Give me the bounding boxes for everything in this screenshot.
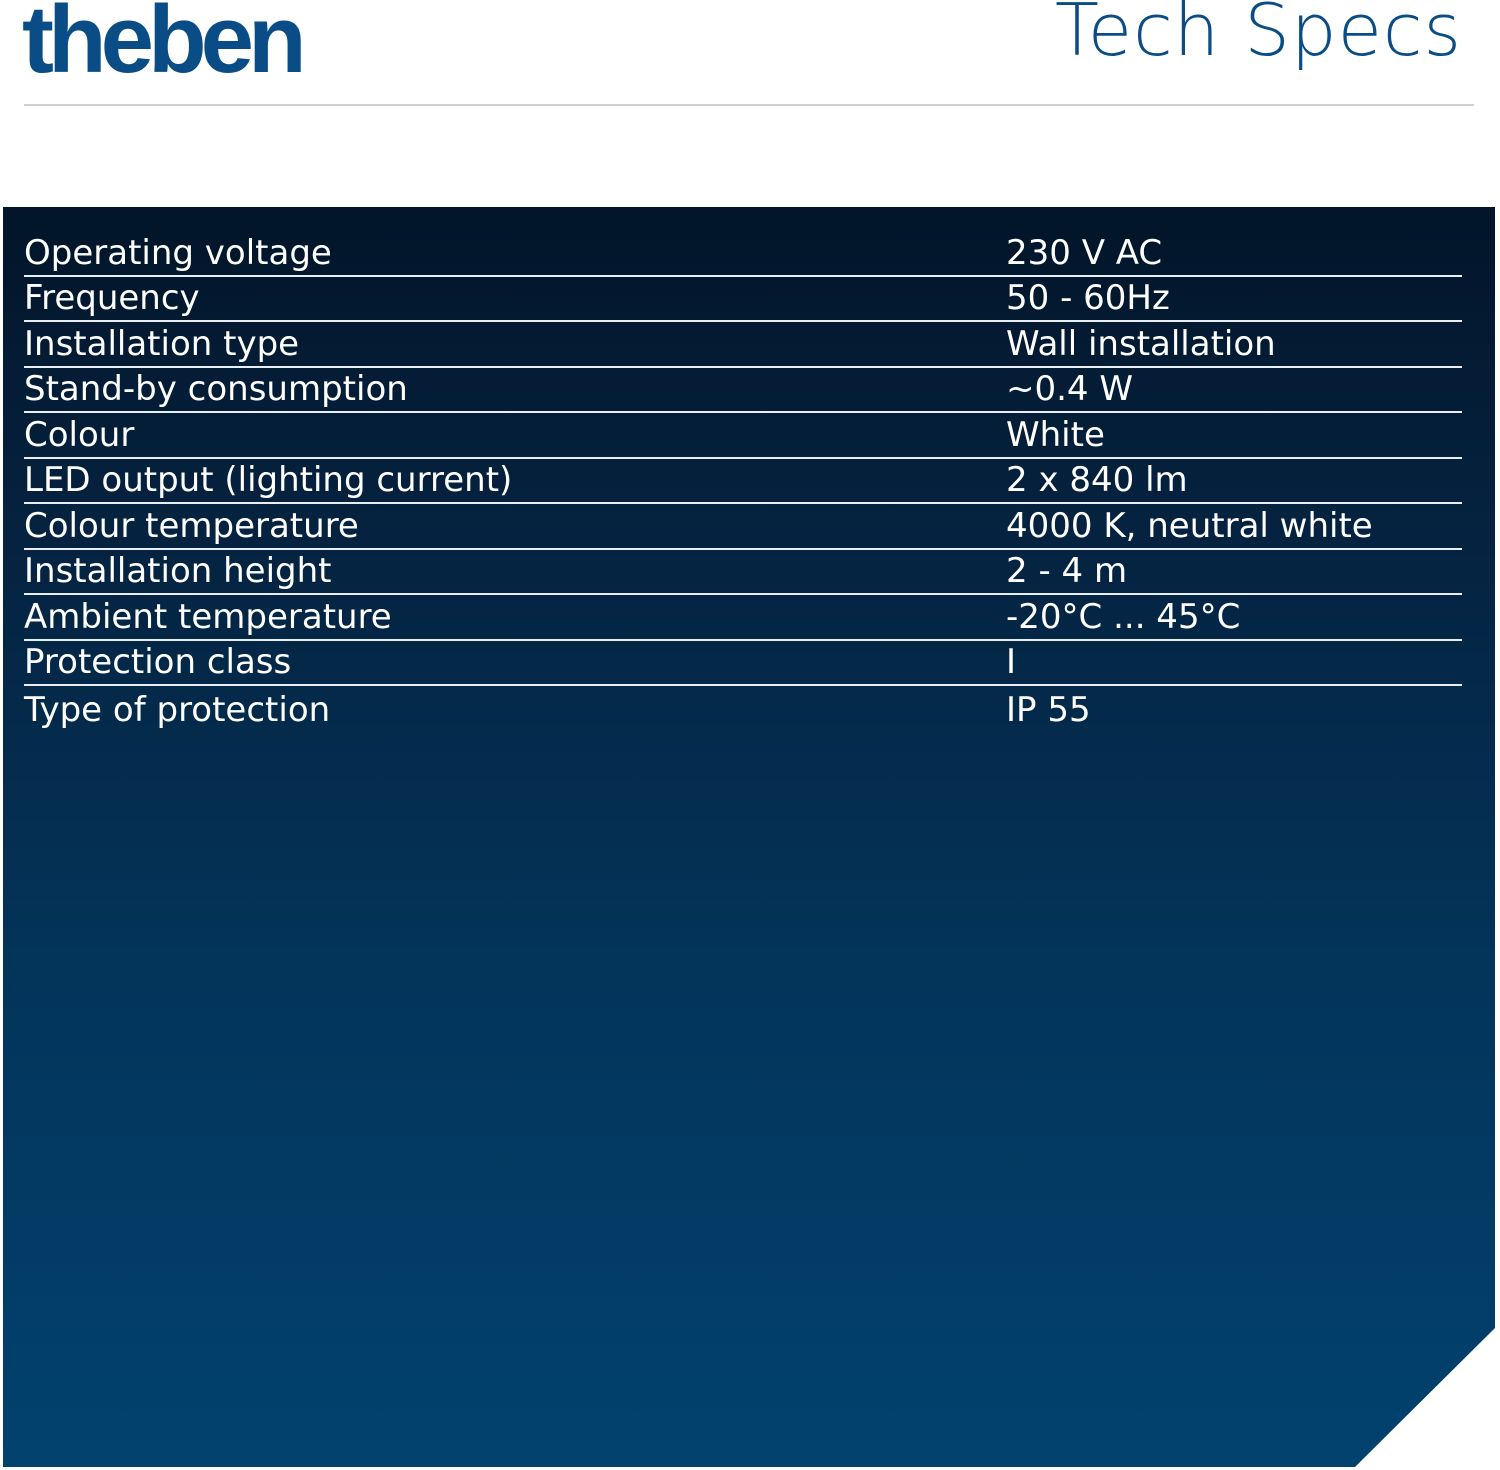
spec-row: Type of protection IP 55 <box>24 686 1462 732</box>
spec-value: I <box>1006 642 1017 682</box>
spec-value: ~0.4 W <box>1006 369 1133 409</box>
specs-table: Operating voltage 230 V AC Frequency 50 - 6… <box>24 231 1462 732</box>
spec-label: Colour <box>24 414 135 455</box>
spec-label: Installation height <box>24 551 332 591</box>
spec-row: Installation height 2 - 4 m <box>24 550 1462 595</box>
theben-logo: theben <box>22 0 307 93</box>
spec-label: Operating voltage <box>24 232 332 273</box>
spec-label: Stand-by consumption <box>24 369 408 409</box>
spec-row: Operating voltage 230 V AC <box>24 231 1462 277</box>
spec-row: Colour temperature 4000 K, neutral white <box>24 504 1462 550</box>
spec-value: 2 x 840 lm <box>1006 460 1188 500</box>
specs-panel: Operating voltage 230 V AC Frequency 50 - 6… <box>3 207 1495 1467</box>
spec-value: 230 V AC <box>1006 232 1163 273</box>
spec-row: Frequency 50 - 60Hz <box>24 277 1462 322</box>
spec-row: Colour White <box>24 413 1462 459</box>
spec-row: Ambient temperature -20°C ... 45°C <box>24 595 1462 641</box>
spec-label: Frequency <box>24 278 200 318</box>
spec-value: 2 - 4 m <box>1006 551 1128 591</box>
spec-label: Ambient temperature <box>24 596 392 637</box>
spec-label: Protection class <box>24 642 292 682</box>
spec-value: -20°C ... 45°C <box>1006 596 1241 637</box>
spec-value: IP 55 <box>1006 689 1091 730</box>
header-divider <box>24 104 1474 106</box>
spec-label: LED output (lighting current) <box>24 460 513 500</box>
page-title: Tech Specs <box>1055 0 1462 72</box>
spec-value: 4000 K, neutral white <box>1006 505 1373 546</box>
spec-value: 50 - 60Hz <box>1006 278 1170 318</box>
spec-row: Installation type Wall installation <box>24 322 1462 368</box>
spec-row: LED output (lighting current) 2 x 840 lm <box>24 459 1462 504</box>
spec-row: Protection class I <box>24 641 1462 686</box>
spec-value: White <box>1006 414 1105 455</box>
spec-label: Type of protection <box>24 689 331 730</box>
spec-value: Wall installation <box>1006 323 1276 364</box>
spec-row: Stand-by consumption ~0.4 W <box>24 368 1462 413</box>
spec-label: Colour temperature <box>24 505 359 546</box>
spec-label: Installation type <box>24 323 300 364</box>
